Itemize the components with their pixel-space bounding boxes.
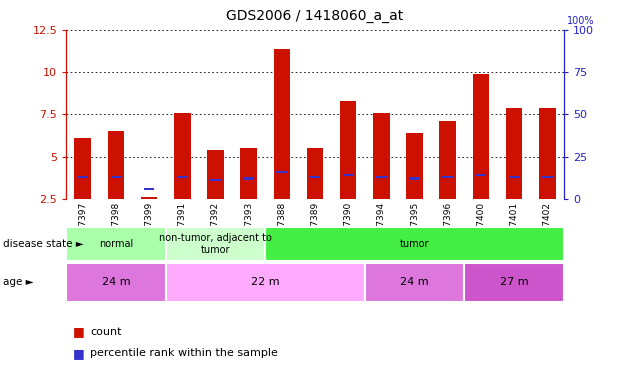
Bar [77, 176, 88, 178]
Bar [506, 108, 522, 199]
Bar [542, 176, 553, 178]
Bar [74, 138, 91, 199]
Bar [243, 177, 254, 180]
Bar [141, 197, 158, 199]
Bar [307, 148, 323, 199]
Bar [406, 133, 423, 199]
Bar [210, 179, 221, 181]
Bar [277, 171, 287, 173]
Bar [309, 176, 321, 178]
Bar [373, 112, 389, 199]
Bar [108, 131, 124, 199]
Bar [273, 49, 290, 199]
Text: percentile rank within the sample: percentile rank within the sample [90, 348, 278, 358]
Text: tumor: tumor [400, 239, 429, 249]
Text: disease state ►: disease state ► [3, 239, 84, 249]
Bar [508, 176, 520, 178]
Text: ■: ■ [72, 347, 84, 360]
Text: count: count [90, 327, 122, 337]
Bar [376, 176, 387, 178]
Bar [440, 121, 456, 199]
Bar [539, 108, 556, 199]
Bar [174, 112, 191, 199]
Bar [177, 176, 188, 178]
Bar [340, 101, 357, 199]
Bar [110, 176, 122, 178]
Text: normal: normal [99, 239, 133, 249]
Text: non-tumor, adjacent to
tumor: non-tumor, adjacent to tumor [159, 233, 272, 255]
Text: ■: ■ [72, 326, 84, 338]
Text: 100%: 100% [567, 16, 595, 26]
Text: GDS2006 / 1418060_a_at: GDS2006 / 1418060_a_at [226, 9, 404, 23]
Text: 24 m: 24 m [400, 277, 429, 287]
Text: 27 m: 27 m [500, 277, 529, 287]
Bar [207, 150, 224, 199]
Text: 22 m: 22 m [251, 277, 280, 287]
Bar [144, 188, 154, 190]
Text: age ►: age ► [3, 277, 34, 287]
Bar [343, 174, 353, 176]
Text: 24 m: 24 m [101, 277, 130, 287]
Bar [472, 74, 489, 199]
Bar [476, 174, 486, 176]
Bar [240, 148, 257, 199]
Bar [442, 176, 453, 178]
Bar [409, 177, 420, 180]
